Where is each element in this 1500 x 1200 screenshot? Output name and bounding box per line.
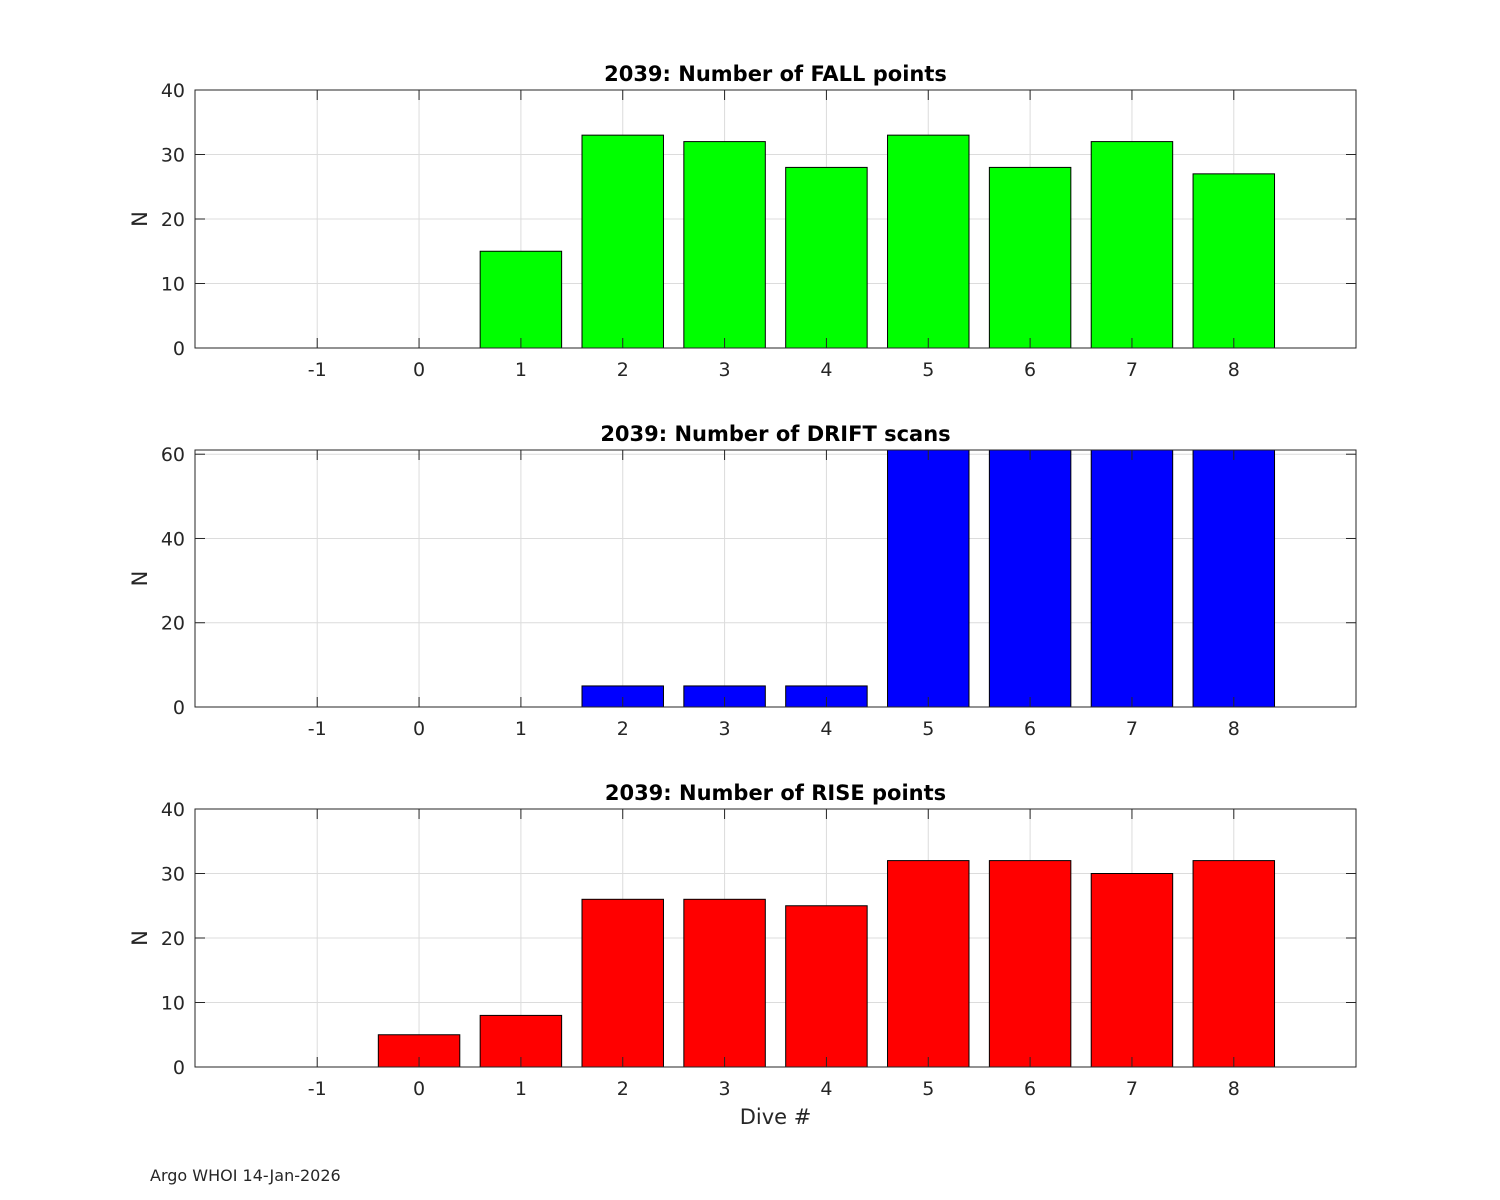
x-tick-label: 0: [413, 1078, 425, 1100]
x-tick-label: 2: [617, 359, 629, 381]
x-tick-label: 8: [1228, 1078, 1240, 1100]
x-tick-label: 2: [617, 1078, 629, 1100]
bar: [1192, 173, 1276, 349]
x-tick-label: 1: [515, 359, 527, 381]
y-tick-label: 20: [161, 928, 185, 950]
bar: [683, 141, 766, 349]
x-tick-label: 6: [1024, 1078, 1036, 1100]
x-tick-label: 8: [1228, 718, 1240, 740]
footer-credit: Argo WHOI 14-Jan-2026: [150, 1166, 341, 1185]
x-tick-label: 4: [820, 359, 832, 381]
y-tick-label: 40: [161, 799, 185, 821]
bar: [1090, 873, 1174, 1068]
x-tick-label: 0: [413, 359, 425, 381]
x-tick-label: 7: [1126, 718, 1138, 740]
x-tick-label: 7: [1126, 359, 1138, 381]
y-tick-label: 60: [161, 444, 185, 466]
y-axis-label: N: [128, 211, 152, 227]
bar: [785, 166, 868, 349]
chart-panel-3: -1 0 1 2 3 4 5 6 7 8 0 10 20 30 40 2039: Number of RISE…: [128, 781, 1357, 1129]
x-tick-label: 5: [922, 359, 934, 381]
bar: [1192, 449, 1276, 708]
bar: [887, 134, 970, 349]
chart-title: 2039: Number of RISE points: [605, 781, 946, 805]
bar: [683, 898, 766, 1068]
bar: [785, 905, 868, 1068]
y-tick-label: 0: [173, 697, 185, 719]
bar: [988, 860, 1072, 1068]
x-tick-label: 3: [719, 1078, 731, 1100]
x-tick-label: -1: [308, 718, 327, 740]
x-tick-label: 2: [617, 718, 629, 740]
chart-title: 2039: Number of FALL points: [604, 62, 947, 86]
bar: [988, 449, 1072, 708]
bar: [1192, 860, 1276, 1068]
y-tick-label: 10: [161, 993, 185, 1015]
bar: [581, 898, 664, 1068]
bar: [479, 250, 563, 349]
y-tick-label: 10: [161, 274, 185, 296]
chart-panel-1: -1 0 1 2 3 4 5 6 7 8 0 10 20 30 40 2039: Number of FALL…: [128, 62, 1357, 381]
x-tick-label: 4: [820, 718, 832, 740]
x-tick-label: 5: [922, 718, 934, 740]
plot-area: [195, 450, 1356, 707]
bar: [1090, 449, 1174, 708]
bar: [1090, 141, 1174, 349]
x-tick-label: 0: [413, 718, 425, 740]
x-tick-label: 1: [515, 1078, 527, 1100]
bar: [887, 860, 970, 1068]
x-tick-label: -1: [308, 1078, 327, 1100]
x-tick-label: 5: [922, 1078, 934, 1100]
x-tick-label: 6: [1024, 718, 1036, 740]
y-tick-label: 20: [161, 613, 185, 635]
bar: [887, 449, 970, 708]
y-tick-label: 30: [161, 864, 185, 886]
bar: [988, 166, 1072, 349]
x-tick-label: 1: [515, 718, 527, 740]
y-tick-label: 40: [161, 80, 185, 102]
x-tick-label: 4: [820, 1078, 832, 1100]
chart-title: 2039: Number of DRIFT scans: [600, 422, 950, 446]
x-axis-label: Dive #: [740, 1105, 812, 1129]
axes-box: [194, 449, 1357, 708]
x-tick-label: -1: [308, 359, 327, 381]
x-tick-label: 6: [1024, 359, 1036, 381]
y-tick-label: 0: [173, 1057, 185, 1079]
y-tick-label: 30: [161, 145, 185, 167]
chart-panel-2: -1 0 1 2 3 4 5 6 7 8 0 20 40 60 2039: Number of DRIFT …: [128, 422, 1357, 740]
y-tick-label: 40: [161, 528, 185, 550]
y-tick-label: 20: [161, 209, 185, 231]
x-tick-label: 3: [719, 359, 731, 381]
bar: [581, 134, 664, 349]
y-axis-label: N: [128, 930, 152, 946]
x-tick-label: 8: [1228, 359, 1240, 381]
x-tick-label: 3: [719, 718, 731, 740]
y-tick-label: 0: [173, 338, 185, 360]
x-tick-label: 7: [1126, 1078, 1138, 1100]
y-axis-label: N: [128, 571, 152, 587]
